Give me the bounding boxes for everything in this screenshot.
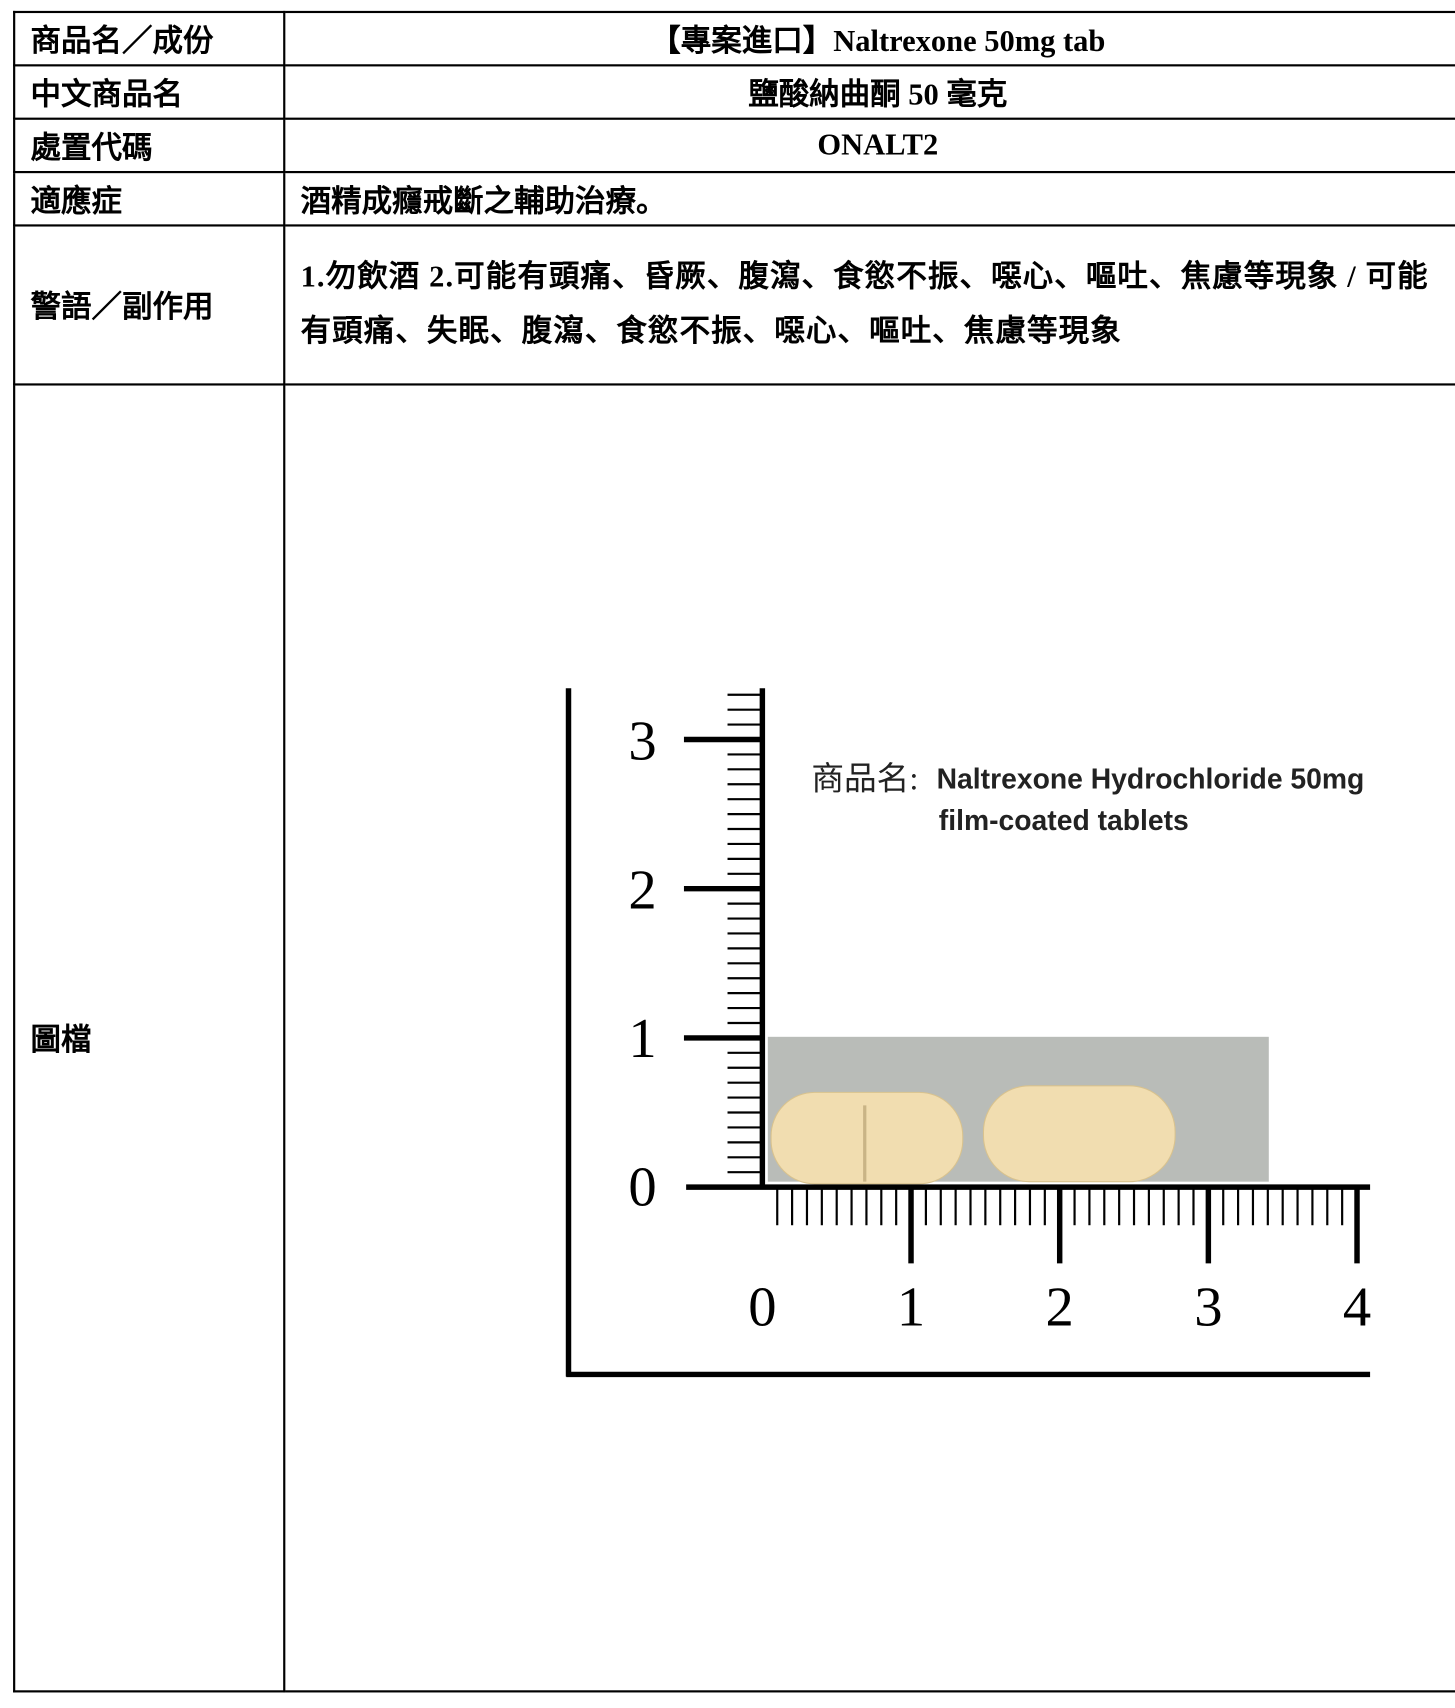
caption: film-coated tablets [939,804,1189,836]
tablet [770,1091,964,1185]
row: 適應症 酒精成癮戒斷之輔助治療。 [13,170,1455,227]
label: 警語／副作用 [13,224,286,386]
tablet [982,1085,1176,1183]
value: 酒精成癮戒斷之輔助治療。 [283,170,1455,227]
row: 商品名／成份 【專案進口】Naltrexone 50mg tab [13,10,1455,67]
ruler-label: 1 [897,1276,925,1338]
caption-label: 商品名: [811,761,918,798]
ruler-label: 2 [1046,1276,1074,1338]
value: 鹽酸納曲酮 50 毫克 [283,64,1455,120]
label: 中文商品名 [13,64,286,120]
caption: Naltrexone Hydrochloride 50mg [937,763,1365,795]
value: 1.勿飲酒 2.可能有頭痛、昏厥、腹瀉、食慾不振、噁心、嘔吐、焦慮等現象 / 可… [283,224,1455,386]
row: 處置代碼 ONALT2 [13,117,1455,174]
label: 商品名／成份 [13,10,286,67]
ruler-label: 0 [748,1276,776,1338]
ruler-ticks [683,693,1360,1264]
value: ONALT2 [283,117,1455,174]
ruler-label: 1 [628,1008,656,1070]
drug-table: 商品名／成份 【專案進口】Naltrexone 50mg tab 中文商品名 鹽酸納… [13,10,1455,1693]
ruler-label: 2 [628,859,656,921]
label: 圖檔 [13,383,286,1693]
ruler-label: 3 [628,711,656,773]
label: 處置代碼 [13,117,286,174]
label: 適應症 [13,170,286,227]
row: 警語／副作用 1.勿飲酒 2.可能有頭痛、昏厥、腹瀉、食慾不振、噁心、嘔吐、焦慮等… [13,224,1455,386]
ruler-label: 3 [1194,1276,1222,1338]
ruler-label: 0 [628,1157,656,1219]
ruler-label: 4 [1343,1276,1371,1338]
row: 中文商品名 鹽酸納曲酮 50 毫克 [13,64,1455,120]
value: 【專案進口】Naltrexone 50mg tab [283,10,1455,67]
